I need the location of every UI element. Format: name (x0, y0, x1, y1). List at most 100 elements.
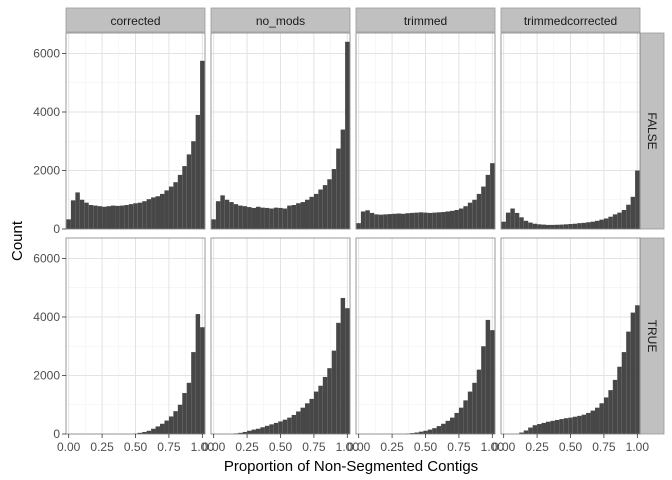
histogram-bar (572, 416, 578, 434)
facet-strip-trimmed (355, 7, 496, 33)
histogram-bar (581, 222, 587, 229)
histogram-bar (160, 423, 165, 434)
histogram-bar (445, 420, 451, 434)
histogram-bar (537, 224, 542, 229)
histogram-bar (142, 431, 147, 434)
x-tick-label: 1.00 (626, 440, 650, 454)
facet-panel-trimmedcorrected-false (500, 32, 641, 230)
histogram-bar (369, 212, 375, 229)
histogram-bar (264, 207, 270, 229)
histogram-bar (186, 154, 192, 229)
y-tick-label: 2000 (33, 163, 60, 177)
histogram-bar (340, 297, 346, 434)
x-tick-label: 0.50 (269, 440, 293, 454)
x-tick-label: 0.00 (202, 440, 226, 454)
histogram-bar (137, 432, 143, 434)
histogram-bar (195, 114, 201, 229)
histogram-bar (79, 199, 85, 229)
histogram-bar (300, 202, 306, 229)
y-tick-label: 0 (53, 222, 60, 236)
histogram-bar (242, 206, 248, 229)
histogram-bar (409, 212, 415, 229)
facet-strip-label: trimmedcorrected (524, 14, 617, 28)
histogram-bar (318, 189, 323, 229)
histogram-bar (454, 209, 459, 229)
histogram-bar (287, 205, 292, 229)
histogram-bar (75, 192, 80, 229)
histogram-bar (313, 391, 319, 434)
histogram-bar (612, 379, 618, 434)
x-tick-label: 0.50 (414, 440, 438, 454)
histogram-bar (432, 428, 437, 434)
facet-panel-corrected-false (65, 32, 206, 230)
facet-panel-no_mods-true (210, 237, 351, 435)
histogram-bar (590, 221, 596, 229)
histogram-bar (309, 398, 314, 434)
y-axis-label: Count (9, 220, 26, 261)
histogram-bar (630, 312, 636, 434)
histogram-bar (331, 350, 337, 434)
histogram-bar (115, 205, 120, 229)
histogram-bar (541, 422, 546, 434)
histogram-bar (545, 421, 551, 434)
histogram-bar (458, 208, 464, 229)
histogram-bar (626, 204, 631, 229)
histogram-bar (563, 224, 569, 229)
histogram-bar (635, 170, 640, 229)
histogram-bar (383, 214, 388, 229)
histogram-bar (182, 166, 187, 229)
facet-panel-trimmedcorrected-true (500, 237, 641, 435)
histogram-bar (177, 174, 183, 229)
y-tick-label: 0 (53, 427, 60, 441)
histogram-bar (621, 209, 627, 229)
histogram-bar (590, 410, 596, 434)
histogram-bar (322, 376, 328, 434)
histogram-bar (441, 423, 446, 434)
histogram-bar (273, 422, 279, 434)
histogram-bar (340, 129, 346, 229)
histogram-bar (229, 202, 234, 229)
histogram-bar (309, 196, 314, 229)
histogram-bar (313, 193, 319, 229)
histogram-bar (238, 205, 243, 229)
facet-panel-corrected-true (65, 237, 206, 435)
histogram-bar (242, 431, 248, 434)
histogram-bar (423, 430, 428, 434)
histogram-bar (296, 203, 301, 229)
histogram-bar (563, 418, 569, 434)
histogram-bar (318, 385, 323, 434)
histogram-bar (528, 222, 533, 229)
histogram-bar (151, 197, 156, 229)
histogram-bar (291, 414, 297, 434)
histogram-bar (630, 196, 636, 229)
x-tick-label: 0.75 (447, 440, 471, 454)
histogram-bar (568, 417, 573, 434)
histogram-bar (66, 219, 71, 229)
histogram-bar (260, 427, 265, 434)
histogram-bar (84, 202, 89, 229)
histogram-bar (599, 219, 604, 229)
facet-panel-trimmed-true (355, 237, 496, 435)
histogram-bar (287, 417, 292, 434)
histogram-bar (164, 190, 169, 229)
histogram-bar (454, 412, 459, 434)
histogram-bar (523, 220, 529, 229)
histogram-bar (450, 210, 455, 229)
histogram-bar (476, 369, 482, 434)
histogram-bar (441, 212, 446, 229)
histogram-bar (215, 201, 221, 229)
histogram-bar (155, 426, 161, 434)
x-tick-label: 0.00 (347, 440, 371, 454)
histogram-bar (374, 214, 379, 229)
histogram-bar (191, 141, 196, 229)
facet-panel-no_mods-false (210, 32, 351, 230)
y-tick-label: 2000 (33, 368, 60, 382)
histogram-bar (423, 212, 428, 229)
x-tick-label: 1.00 (481, 440, 505, 454)
histogram-bar (336, 148, 341, 229)
histogram-bar (173, 182, 178, 229)
histogram-bar (445, 211, 451, 229)
facet-strip-trimmedcorrected (500, 7, 641, 33)
histogram-bar (418, 431, 424, 434)
histogram-bar (211, 219, 216, 229)
